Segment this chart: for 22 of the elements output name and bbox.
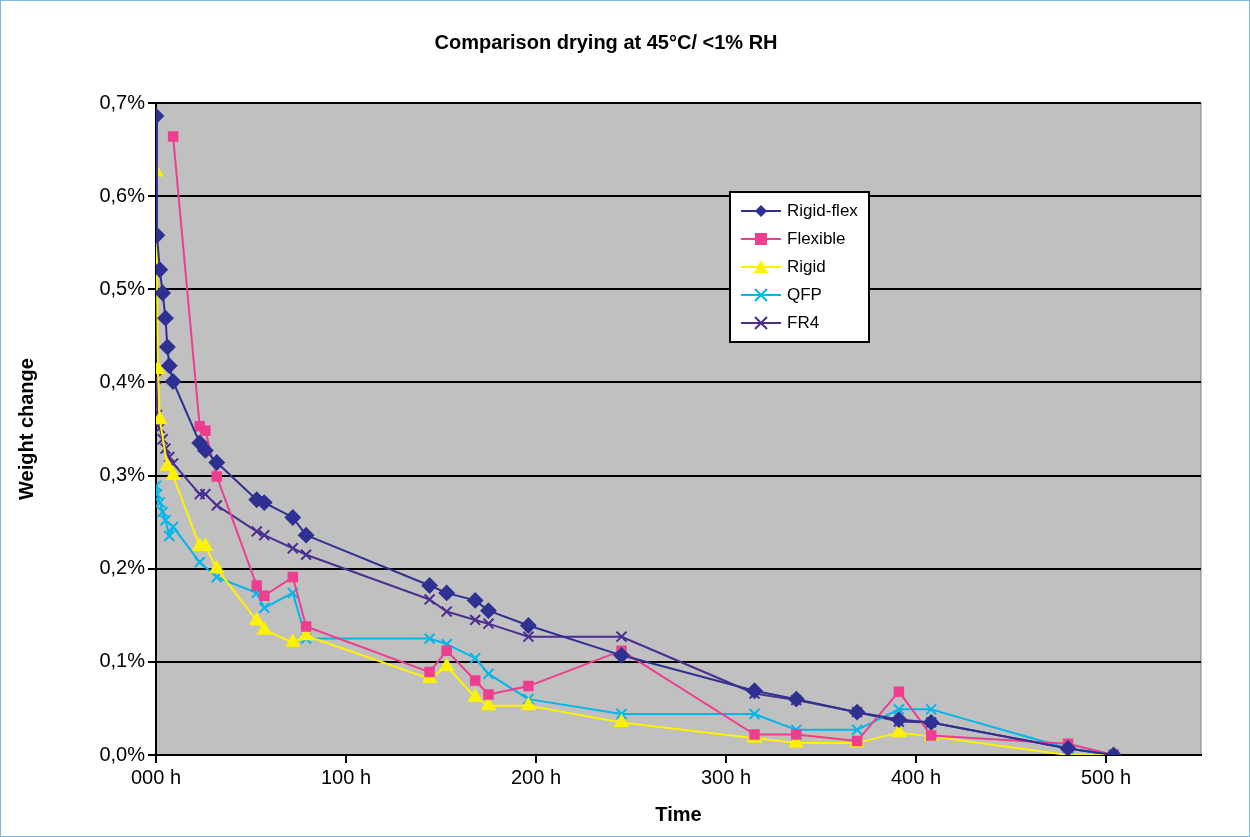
y-tick-label: 0,5% <box>99 276 146 299</box>
x-tick-label: 500 h <box>1080 765 1132 788</box>
x-tick-label: 400 h <box>890 765 942 788</box>
x-tick-label: 200 h <box>510 765 562 788</box>
legend-label: FR4 <box>787 313 820 333</box>
x-axis-title: Time <box>655 802 702 825</box>
chart-title: Comparison drying at 45°C/ <1% RH <box>434 30 778 53</box>
legend-label: Rigid-flex <box>787 201 858 221</box>
y-tick-label: 0,4% <box>99 369 146 392</box>
y-tick-label: 0,6% <box>99 183 146 206</box>
legend-label: QFP <box>787 285 822 305</box>
x-tick-label: 100 h <box>320 765 372 788</box>
y-tick-label: 0,1% <box>99 649 146 672</box>
y-tick-label: 0,0% <box>99 742 146 765</box>
y-tick-label: 0,7% <box>99 90 146 113</box>
y-axis-title: Weight change <box>14 358 37 500</box>
x-tick-label: 000 h <box>130 765 182 788</box>
y-tick-label: 0,2% <box>99 556 146 579</box>
legend-label: Rigid <box>787 257 826 277</box>
x-tick-label: 300 h <box>700 765 752 788</box>
y-tick-label: 0,3% <box>99 463 146 486</box>
legend-label: Flexible <box>787 229 846 249</box>
